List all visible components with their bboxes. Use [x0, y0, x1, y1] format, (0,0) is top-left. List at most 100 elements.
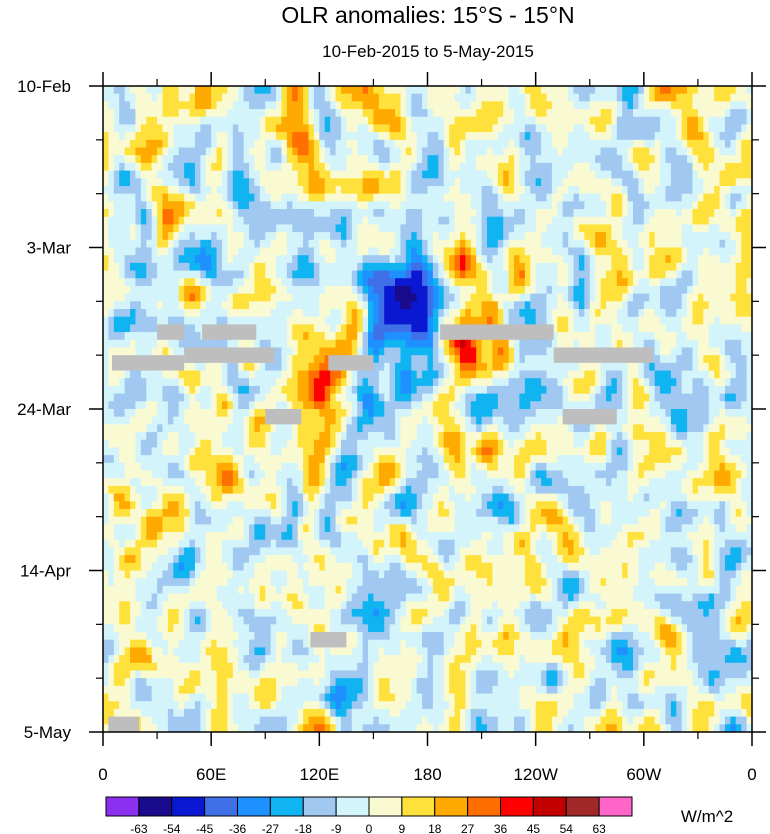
field-cell: [351, 255, 358, 264]
field-cell: [254, 170, 261, 179]
field-cell: [281, 201, 288, 210]
field-cell: [735, 301, 742, 310]
field-cell: [227, 262, 234, 272]
field-cell: [508, 278, 515, 287]
field-cell: [308, 193, 315, 202]
field-cell: [459, 147, 466, 156]
field-cell: [735, 293, 742, 302]
field-cell: [589, 255, 596, 264]
field-cell: [622, 93, 629, 102]
field-cell: [135, 393, 142, 402]
field-cell: [346, 224, 353, 233]
field-cell: [368, 147, 375, 156]
field-cell: [643, 93, 650, 102]
field-cell: [660, 132, 667, 141]
field-cell: [546, 216, 553, 226]
field-cell: [724, 355, 731, 364]
field-cell: [692, 93, 699, 102]
field-cell: [605, 232, 612, 241]
field-cell: [335, 239, 342, 249]
field-cell: [530, 378, 537, 387]
field-cell: [108, 162, 115, 172]
field-cell: [486, 239, 493, 249]
field-cell: [741, 239, 748, 249]
field-cell: [465, 247, 472, 256]
field-cell: [643, 132, 650, 141]
field-cell: [303, 147, 310, 156]
field-cell: [724, 339, 731, 349]
field-cell: [286, 93, 293, 102]
field-cell: [703, 309, 710, 318]
field-cell: [313, 178, 320, 187]
field-cell: [211, 378, 218, 387]
field-cell: [459, 293, 466, 302]
field-cell: [660, 255, 667, 264]
field-cell: [638, 393, 645, 402]
field-cell: [346, 86, 353, 95]
field-cell: [351, 193, 358, 202]
field-cell: [670, 109, 677, 118]
field-cell: [362, 109, 369, 118]
field-cell: [432, 385, 439, 395]
field-cell: [470, 247, 477, 256]
field-cell: [130, 278, 137, 287]
field-cell: [703, 278, 710, 287]
field-cell: [205, 162, 212, 172]
field-cell: [741, 162, 748, 172]
field-cell: [719, 255, 726, 264]
field-cell: [514, 193, 521, 202]
field-cell: [476, 224, 483, 233]
field-cell: [454, 193, 461, 202]
field-cell: [611, 132, 618, 141]
field-cell: [741, 316, 748, 325]
field-cell: [395, 139, 402, 149]
field-cell: [660, 378, 667, 387]
field-cell: [432, 209, 439, 218]
field-cell: [589, 139, 596, 149]
field-cell: [330, 170, 337, 179]
field-cell: [108, 332, 115, 341]
field-cell: [611, 86, 618, 95]
field-cell: [232, 193, 239, 202]
field-cell: [622, 185, 629, 195]
field-cell: [221, 93, 228, 102]
field-cell: [697, 232, 704, 241]
field-cell: [162, 309, 169, 318]
field-cell: [243, 301, 250, 310]
field-cell: [741, 178, 748, 187]
field-cell: [335, 178, 342, 187]
field-cell: [351, 155, 358, 164]
field-cell: [665, 124, 672, 133]
field-cell: [486, 301, 493, 310]
field-cell: [692, 285, 699, 295]
field-cell: [692, 132, 699, 141]
field-cell: [492, 232, 499, 241]
field-cell: [741, 255, 748, 264]
field-cell: [681, 101, 688, 110]
field-cell: [687, 347, 694, 356]
field-cell: [135, 401, 142, 410]
field-cell: [265, 155, 272, 164]
field-cell: [276, 178, 283, 187]
field-cell: [676, 285, 683, 295]
field-cell: [243, 86, 250, 95]
field-cell: [724, 362, 731, 372]
field-cell: [205, 385, 212, 395]
field-cell: [395, 93, 402, 102]
field-cell: [681, 355, 688, 364]
field-cell: [259, 185, 266, 195]
field-cell: [173, 116, 180, 126]
field-cell: [189, 339, 196, 349]
field-cell: [211, 185, 218, 195]
field-cell: [449, 86, 456, 95]
field-cell: [416, 232, 423, 241]
field-cell: [173, 393, 180, 402]
field-cell: [405, 109, 412, 118]
field-cell: [643, 309, 650, 318]
field-cell: [135, 132, 142, 141]
field-cell: [708, 332, 715, 341]
field-cell: [422, 301, 429, 310]
field-cell: [389, 216, 396, 226]
field-cell: [665, 339, 672, 349]
field-cell: [492, 378, 499, 387]
